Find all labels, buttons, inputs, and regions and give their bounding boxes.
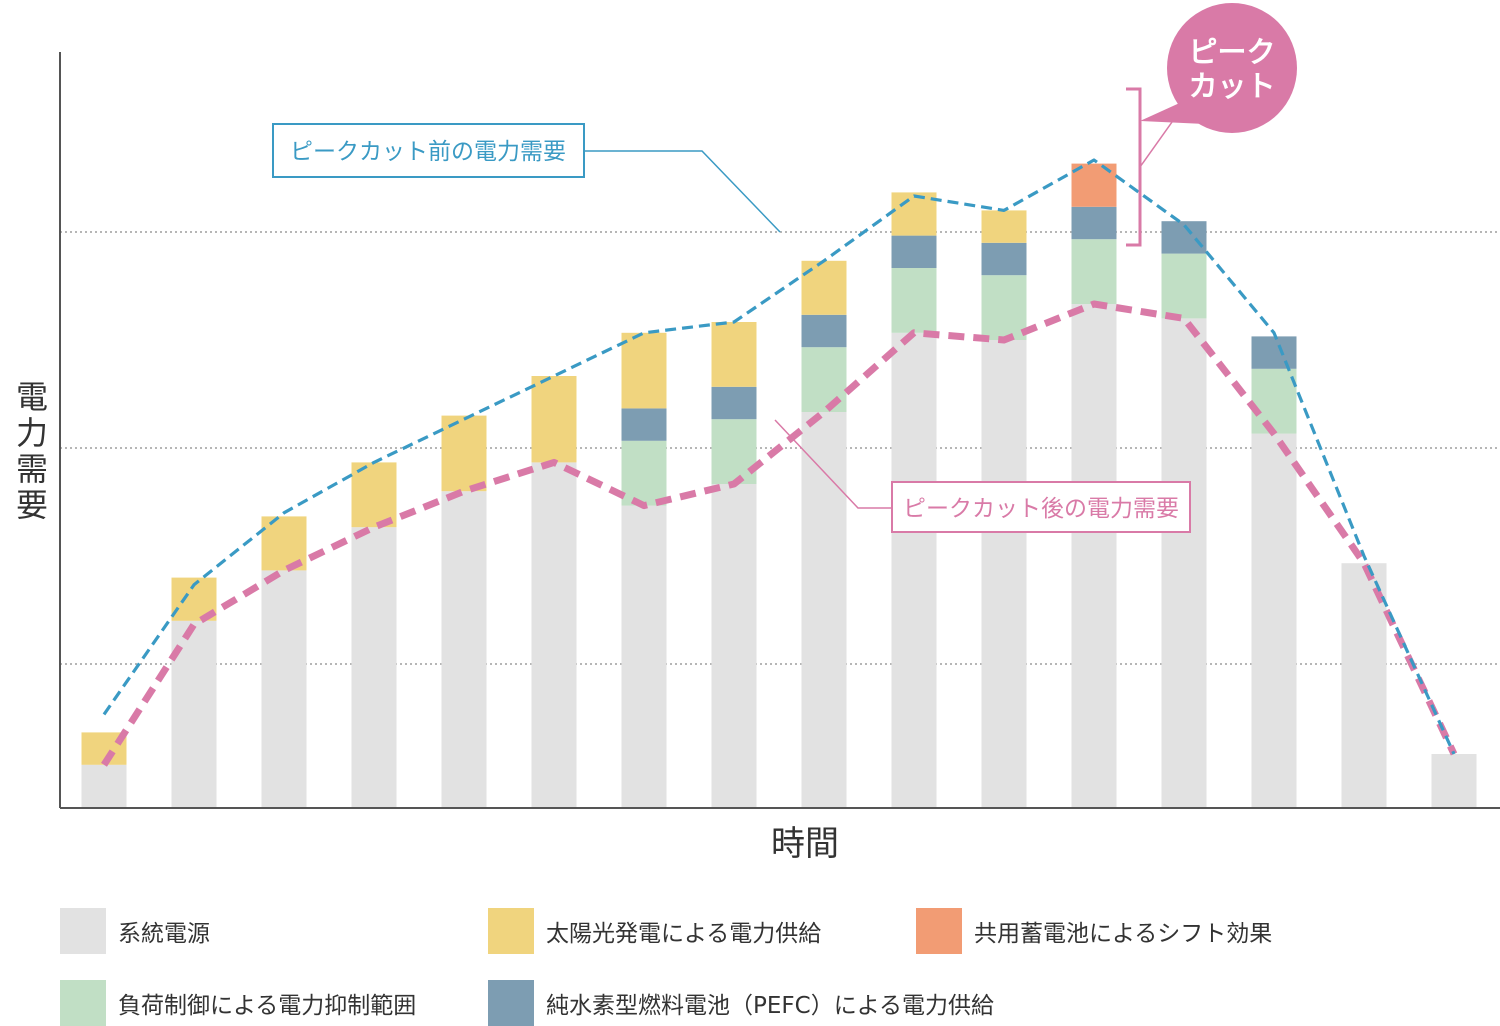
- bar-segment: [891, 268, 937, 333]
- bar-segment: [801, 412, 847, 808]
- bar-segment: [711, 322, 757, 387]
- bar-segment: [351, 527, 397, 808]
- after-label-text: ピークカット後の電力需要: [903, 496, 1179, 522]
- bar-segment: [621, 408, 667, 441]
- legend-label: 負荷制御による電力抑制範囲: [118, 993, 417, 1019]
- bar-segment: [1161, 253, 1207, 319]
- bar-segment: [1251, 368, 1297, 434]
- legend-item-load-control: 負荷制御による電力抑制範囲: [60, 980, 416, 1026]
- bar-segment: [441, 491, 487, 808]
- bar-segment: [801, 260, 847, 315]
- bar-segment: [1251, 433, 1297, 808]
- legend-item-grid-power: 系統電源: [60, 908, 210, 954]
- bar-segment: [1071, 239, 1117, 304]
- before-label-leader: [584, 150, 781, 233]
- bar-segment: [81, 764, 127, 808]
- bar-segment: [981, 210, 1027, 243]
- after-demand-line: [101, 300, 1458, 767]
- bar-segment: [621, 332, 667, 409]
- bar-segment: [891, 235, 937, 268]
- bar-segment: [711, 386, 757, 420]
- x-axis-label: 時間: [771, 824, 839, 864]
- after-label-leader: [774, 419, 892, 509]
- bar-segment: [891, 332, 937, 808]
- bar-segment: [1431, 754, 1477, 808]
- bar-segment: [981, 242, 1027, 276]
- bar-segment: [351, 462, 397, 528]
- legend-swatch: [60, 908, 106, 954]
- peak-cut-text-line2: カット: [1188, 69, 1275, 103]
- bar-segment: [981, 340, 1027, 808]
- bar-segment: [1341, 563, 1387, 808]
- y-axis-label-char: 電: [16, 378, 48, 416]
- legend-item-fuel-cell: 純水素型燃料電池（PEFC）による電力供給: [488, 980, 994, 1026]
- before-label-text: ピークカット前の電力需要: [290, 139, 566, 165]
- y-axis-label-char: 需: [16, 450, 48, 488]
- bar-segment: [1251, 336, 1297, 369]
- before-demand-line: [102, 158, 1456, 755]
- legend-label: 太陽光発電による電力供給: [546, 921, 822, 947]
- legend-swatch: [60, 980, 106, 1026]
- legend-item-battery-shift: 共用蓄電池によるシフト効果: [916, 908, 1272, 954]
- y-axis-label-char: 力: [16, 414, 48, 452]
- bar-segment: [621, 505, 667, 808]
- bar-segment: [621, 440, 667, 506]
- legend-label: 系統電源: [118, 921, 210, 947]
- bar-segment: [531, 376, 577, 463]
- legend-swatch: [488, 980, 534, 1026]
- legend-item-solar: 太陽光発電による電力供給: [488, 908, 821, 954]
- bar-segment: [981, 275, 1027, 340]
- after-label-box: [891, 481, 1191, 533]
- peak-cut-text-line1: ピーク: [1188, 35, 1275, 69]
- bar-segment: [891, 192, 937, 236]
- bar-segment: [711, 484, 757, 808]
- y-axis-label-char: 要: [16, 486, 48, 524]
- legend-swatch: [916, 908, 962, 954]
- bar-segment: [801, 314, 847, 348]
- bar-segment: [1071, 304, 1117, 808]
- peak-cut-bracket: [1126, 87, 1142, 247]
- bar-segment: [1161, 318, 1207, 808]
- bar-segment: [531, 462, 577, 808]
- legend-label: 共用蓄電池によるシフト効果: [974, 921, 1273, 947]
- bar-segment: [711, 419, 757, 484]
- bar-segment: [441, 415, 487, 492]
- legend-swatch: [488, 908, 534, 954]
- before-label-box: [272, 123, 585, 178]
- bar-segment: [1071, 206, 1117, 240]
- bar-segment: [261, 570, 307, 808]
- legend-label: 純水素型燃料電池（PEFC）による電力供給: [546, 993, 995, 1019]
- peak-cut-bubble: [1167, 3, 1297, 133]
